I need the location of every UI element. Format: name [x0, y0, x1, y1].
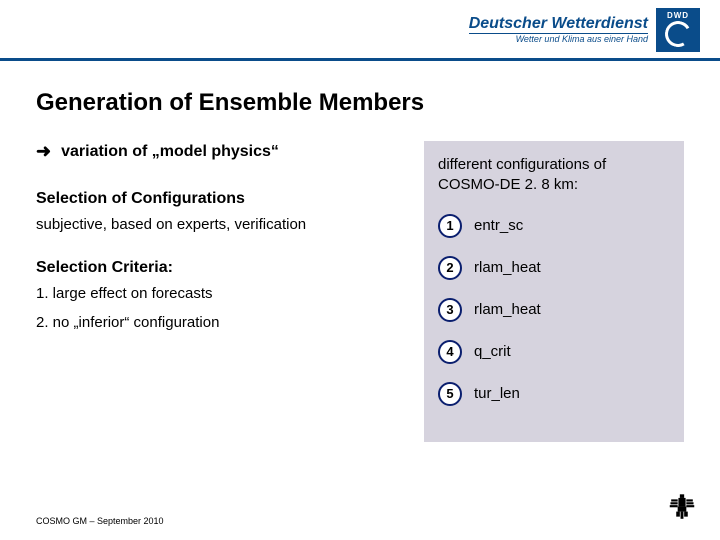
config-row: 3 rlam_heat — [438, 298, 670, 322]
dwd-logo-icon: DWD — [656, 8, 700, 52]
footer-text: COSMO GM – September 2010 — [36, 516, 164, 526]
brand-main: Deutscher Wetterdienst — [469, 15, 648, 33]
criteria-item-2: 2. no „inferior“ configuration — [36, 314, 404, 331]
config-label: rlam_heat — [474, 301, 541, 318]
content: Generation of Ensemble Members ➜ variati… — [0, 61, 720, 442]
number-badge-icon: 4 — [438, 340, 462, 364]
config-row: 1 entr_sc — [438, 214, 670, 238]
dwd-logo-label: DWD — [656, 11, 700, 20]
selection-config-body: subjective, based on experts, verificati… — [36, 216, 404, 233]
number-badge-icon: 5 — [438, 382, 462, 406]
footer: COSMO GM – September 2010 — [36, 490, 700, 526]
number-badge-icon: 1 — [438, 214, 462, 238]
config-row: 5 tur_len — [438, 382, 670, 406]
swirl-icon — [662, 18, 694, 50]
right-panel-title: different configurations of COSMO-DE 2. … — [438, 155, 670, 196]
columns: ➜ variation of „model physics“ Selection… — [36, 141, 684, 442]
config-label: tur_len — [474, 385, 520, 402]
right-panel: different configurations of COSMO-DE 2. … — [424, 141, 684, 442]
criteria-item-1: 1. large effect on forecasts — [36, 285, 404, 302]
number-badge-icon: 2 — [438, 256, 462, 280]
config-label: entr_sc — [474, 217, 523, 234]
config-label: q_crit — [474, 343, 511, 360]
brand-text: Deutscher Wetterdienst Wetter und Klima … — [469, 15, 648, 45]
criteria-heading: Selection Criteria: — [36, 259, 404, 277]
header: Deutscher Wetterdienst Wetter und Klima … — [0, 0, 720, 58]
config-label: rlam_heat — [474, 259, 541, 276]
config-row: 4 q_crit — [438, 340, 670, 364]
brand-sub: Wetter und Klima aus einer Hand — [469, 33, 648, 45]
number-badge-icon: 3 — [438, 298, 462, 322]
config-row: 2 rlam_heat — [438, 256, 670, 280]
arrow-right-icon: ➜ — [36, 141, 51, 162]
eagle-icon — [664, 490, 700, 526]
selection-config-heading: Selection of Configurations — [36, 190, 404, 208]
bullet-row: ➜ variation of „model physics“ — [36, 141, 404, 162]
page-title: Generation of Ensemble Members — [36, 89, 684, 117]
bullet-text: variation of „model physics“ — [61, 143, 279, 161]
left-column: ➜ variation of „model physics“ Selection… — [36, 141, 404, 442]
